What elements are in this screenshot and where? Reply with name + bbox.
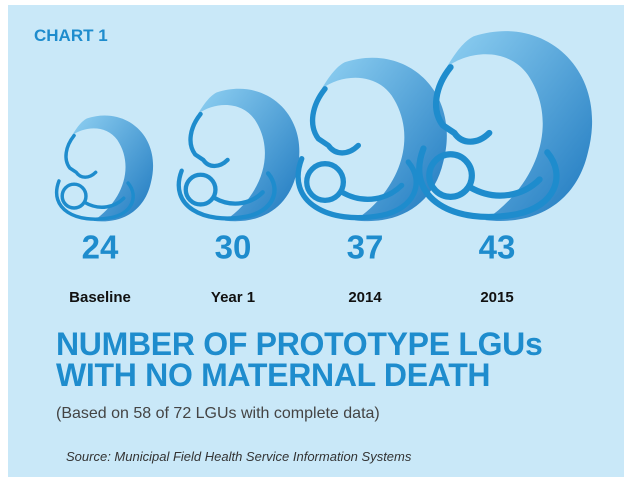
value-label: 30 [215,229,252,266]
mother-icon [55,115,154,222]
arm [416,145,560,221]
face [64,133,98,179]
baby-head [304,161,347,204]
baby-body [83,196,126,209]
mother-icon [295,57,447,222]
category-label: Year 1 [211,289,255,306]
arm [295,156,419,221]
chart-subtitle: (Based on 58 of 72 LGUs with complete da… [56,405,380,422]
baby-body [339,182,405,202]
baby-head [60,182,88,210]
face [188,111,230,169]
value-label: 43 [479,229,516,266]
arm [55,179,135,221]
panel [8,5,624,477]
arm [176,168,277,221]
chart-label: CHART 1 [34,26,108,45]
face [433,64,493,145]
baby-body [466,176,543,199]
category-label: Baseline [69,289,131,306]
baby-head [183,172,218,207]
baby-body [211,190,265,206]
mother-icon [416,31,593,221]
category-label: 2014 [348,289,382,306]
baby-head [426,151,475,200]
chart-title: NUMBER OF PROTOTYPE LGUs WITH NO MATERNA… [56,326,543,393]
mother-icon [176,88,300,222]
value-label: 37 [347,229,384,266]
category-label: 2015 [480,289,513,306]
value-label: 24 [82,229,119,266]
face [309,86,362,156]
source-note: Source: Municipal Field Health Service I… [66,449,412,464]
